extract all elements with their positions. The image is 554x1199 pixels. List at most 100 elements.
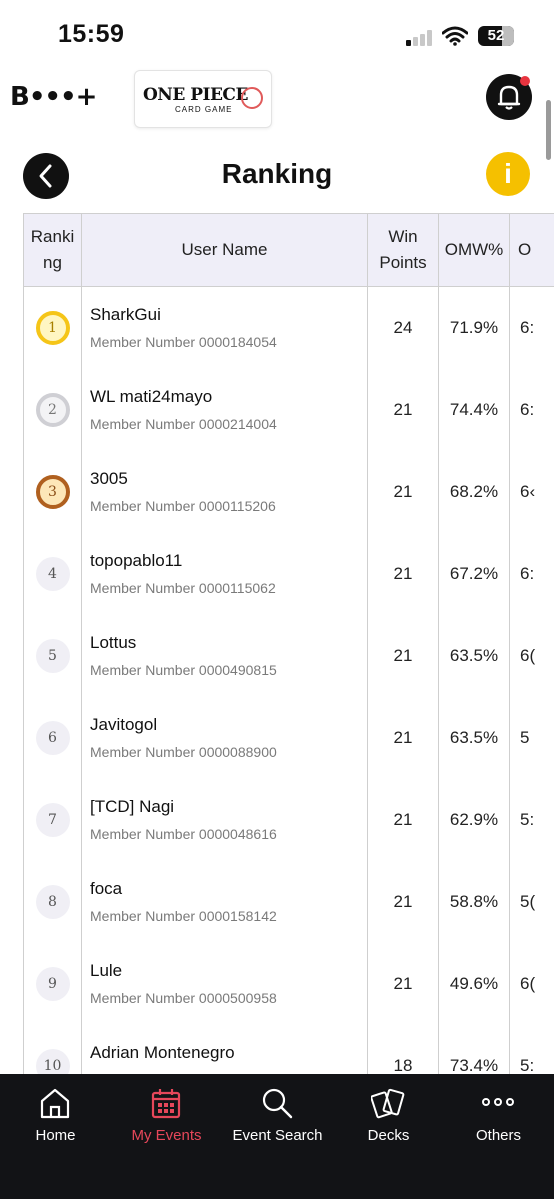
app-logo: B•••+ [10, 82, 97, 112]
status-bar: 15:59 52 [0, 0, 554, 70]
member-number: Member Number 0000158142 [90, 908, 277, 924]
column-header-user-name[interactable]: User Name [82, 214, 368, 286]
user-name: [TCD] Nagi [90, 797, 175, 816]
table-row[interactable]: 2 WL mati24mayo Member Number 0000214004 21… [23, 369, 554, 452]
member-number: Member Number 0000088900 [90, 744, 277, 760]
rank-cell: 4 [24, 533, 82, 615]
rank-cell: 10 [24, 1025, 82, 1075]
rank-cell: 3 [24, 451, 82, 533]
rank-badge: 5 [35, 639, 70, 673]
page-title: Ranking [221, 158, 333, 189]
omw-cell: 49.6% [439, 943, 510, 1025]
column-header-ranking[interactable]: Ranki ng [24, 214, 82, 286]
user-name: foca [90, 879, 123, 898]
calendar-icon [151, 1089, 181, 1119]
user-cell: Adrian Montenegro [82, 1025, 368, 1075]
extra-cell: 5: [510, 779, 554, 861]
notifications-button[interactable] [486, 74, 532, 120]
rank-cell: 1 [24, 287, 82, 369]
table-row[interactable]: 6 Javitogol Member Number 0000088900 21 63.5… [23, 697, 554, 780]
extra-cell: 6( [510, 943, 554, 1025]
search-icon [262, 1088, 293, 1119]
extra-cell: 6( [510, 615, 554, 697]
extra-cell: 6‹ [510, 451, 554, 533]
extra-cell: 6: [510, 369, 554, 451]
table-row[interactable]: 10 Adrian Montenegro 18 73.4% 5: [23, 1025, 554, 1075]
nav-my-events[interactable]: My Events [111, 1074, 222, 1174]
omw-cell: 71.9% [439, 287, 510, 369]
user-cell: foca Member Number 0000158142 [82, 861, 368, 943]
nav-decks[interactable]: Decks [333, 1074, 444, 1174]
game-logo[interactable]: ONE PIECE CARD GAME [134, 70, 272, 128]
table-row[interactable]: 8 foca Member Number 0000158142 21 58.8% 5( [23, 861, 554, 944]
user-name: Lule [90, 961, 123, 980]
table-row[interactable]: 1 SharkGui Member Number 0000184054 24 71.9%… [23, 287, 554, 370]
omw-cell: 58.8% [439, 861, 510, 943]
win-points-cell: 21 [368, 779, 439, 861]
nav-others-label: Others [475, 1127, 521, 1144]
bottom-nav: Home My Events Event Search Decks [0, 1074, 554, 1199]
nav-home-label: Home [35, 1127, 76, 1144]
rank-badge: 2 [35, 393, 70, 427]
rank-badge: 3 [35, 475, 70, 509]
user-name: 3005 [90, 469, 128, 488]
table-row[interactable]: 4 topopablo11 Member Number 0000115062 21 67… [23, 533, 554, 616]
nav-event-search[interactable]: Event Search [222, 1074, 333, 1174]
user-cell: WL mati24mayo Member Number 0000214004 [82, 369, 368, 451]
nav-decks-label: Decks [367, 1127, 410, 1144]
omw-cell: 62.9% [439, 779, 510, 861]
scrollbar[interactable] [546, 100, 551, 160]
member-number: Member Number 0000115062 [90, 580, 276, 596]
win-points-cell: 21 [368, 943, 439, 1025]
rank-badge: 4 [35, 557, 70, 591]
extra-cell: 5( [510, 861, 554, 943]
table-row[interactable]: 7 [TCD] Nagi Member Number 0000048616 21 62.… [23, 779, 554, 862]
win-points-cell: 24 [368, 287, 439, 369]
user-cell: SharkGui Member Number 0000184054 [82, 287, 368, 369]
more-icon [482, 1098, 514, 1106]
win-points-cell: 21 [368, 861, 439, 943]
user-name: Lottus [90, 633, 137, 652]
rank-badge: 8 [35, 885, 70, 919]
win-points-cell: 21 [368, 369, 439, 451]
rank-badge: 1 [35, 311, 70, 345]
user-cell: Lule Member Number 0000500958 [82, 943, 368, 1025]
rank-cell: 5 [24, 615, 82, 697]
rank-badge: 9 [35, 967, 70, 1001]
rank-cell: 2 [24, 369, 82, 451]
table-row[interactable]: 5 Lottus Member Number 0000490815 21 63.5% 6( [23, 615, 554, 698]
nav-my-events-label: My Events [131, 1127, 202, 1144]
user-cell: Lottus Member Number 0000490815 [82, 615, 368, 697]
omw-cell: 63.5% [439, 697, 510, 779]
ranking-table: Ranki ng User Name Win Points OMW% O 1 Sh… [23, 213, 554, 1075]
nav-event-search-label: Event Search [232, 1127, 323, 1144]
member-number: Member Number 0000115206 [90, 498, 276, 514]
battery-level: 52 [487, 27, 505, 44]
rank-cell: 7 [24, 779, 82, 861]
win-points-cell: 21 [368, 697, 439, 779]
win-points-cell: 21 [368, 615, 439, 697]
battery-indicator: 52 [478, 26, 514, 46]
rank-badge: 10 [35, 1049, 70, 1075]
back-button[interactable] [23, 153, 69, 199]
chevron-left-icon [39, 164, 52, 188]
user-cell: 3005 Member Number 0000115206 [82, 451, 368, 533]
member-number: Member Number 0000048616 [90, 826, 277, 842]
omw-cell: 63.5% [439, 615, 510, 697]
nav-others[interactable]: Others [443, 1074, 554, 1174]
game-logo-subtitle: CARD GAME [175, 105, 233, 114]
table-row[interactable]: 3 3005 Member Number 0000115206 21 68.2% 6‹ [23, 451, 554, 534]
user-cell: Javitogol Member Number 0000088900 [82, 697, 368, 779]
cards-icon [371, 1088, 405, 1119]
column-header-win-points[interactable]: Win Points [368, 214, 439, 286]
user-name: topopablo11 [90, 551, 183, 570]
omw-cell: 74.4% [439, 369, 510, 451]
column-header-extra[interactable]: O [510, 214, 554, 286]
extra-cell: 6: [510, 287, 554, 369]
info-button[interactable]: i [486, 152, 530, 196]
member-number: Member Number 0000184054 [90, 334, 277, 350]
column-header-omw[interactable]: OMW% [439, 214, 510, 286]
table-row[interactable]: 9 Lule Member Number 0000500958 21 49.6% 6( [23, 943, 554, 1026]
nav-home[interactable]: Home [0, 1074, 111, 1174]
extra-cell: 5: [510, 1025, 554, 1075]
